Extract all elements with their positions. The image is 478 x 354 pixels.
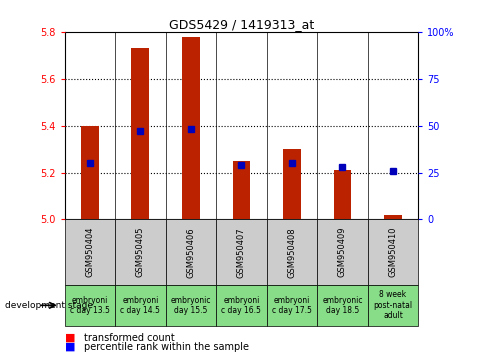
Text: GSM950406: GSM950406 [186, 227, 196, 278]
Bar [115, 219, 165, 285]
Text: embryonic
day 15.5: embryonic day 15.5 [171, 296, 211, 315]
Text: embryoni
c day 17.5: embryoni c day 17.5 [272, 296, 312, 315]
Bar [115, 285, 165, 326]
Text: embryonic
day 18.5: embryonic day 18.5 [322, 296, 363, 315]
Text: development stage: development stage [5, 301, 93, 310]
Text: GSM950407: GSM950407 [237, 227, 246, 278]
Bar [267, 219, 317, 285]
Bar [232, 161, 250, 219]
Bar [317, 219, 368, 285]
Bar [216, 219, 267, 285]
Bar [283, 149, 301, 219]
Bar [368, 219, 418, 285]
Text: GSM950408: GSM950408 [287, 227, 296, 278]
Text: embryoni
c day 16.5: embryoni c day 16.5 [221, 296, 261, 315]
Bar [65, 219, 115, 285]
Bar [165, 219, 216, 285]
Bar [131, 48, 149, 219]
Bar [334, 170, 351, 219]
Text: percentile rank within the sample: percentile rank within the sample [84, 342, 249, 352]
Bar [317, 285, 368, 326]
Text: GSM950410: GSM950410 [389, 227, 398, 278]
Title: GDS5429 / 1419313_at: GDS5429 / 1419313_at [169, 18, 314, 31]
Text: ■: ■ [65, 342, 75, 352]
Bar [267, 285, 317, 326]
Text: GSM950405: GSM950405 [136, 227, 145, 278]
Bar [368, 285, 418, 326]
Text: embryoni
c day 13.5: embryoni c day 13.5 [70, 296, 110, 315]
Text: embryoni
c day 14.5: embryoni c day 14.5 [120, 296, 160, 315]
Bar [65, 285, 115, 326]
Bar [165, 285, 216, 326]
Text: 8 week
post-natal
adult: 8 week post-natal adult [373, 290, 413, 320]
Text: transformed count: transformed count [84, 333, 174, 343]
Text: GSM950409: GSM950409 [338, 227, 347, 278]
Bar [182, 36, 200, 219]
Text: ■: ■ [65, 333, 75, 343]
Text: GSM950404: GSM950404 [85, 227, 94, 278]
Bar [81, 126, 98, 219]
Bar [384, 215, 402, 219]
Bar [216, 285, 267, 326]
